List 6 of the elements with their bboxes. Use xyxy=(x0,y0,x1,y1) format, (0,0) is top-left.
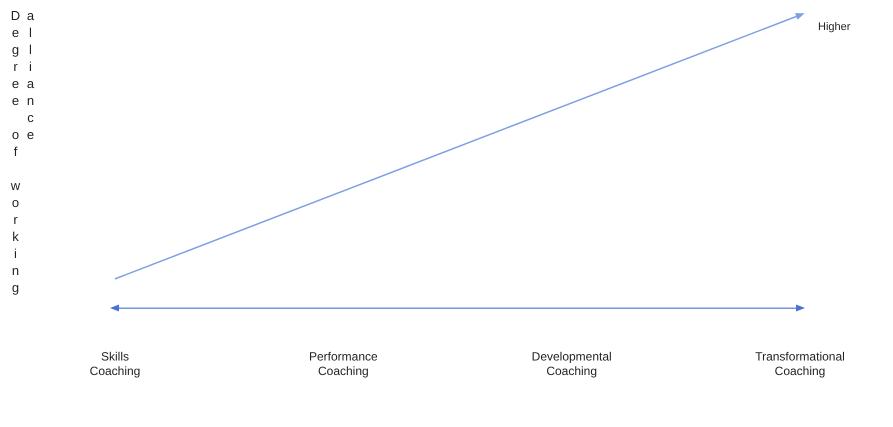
x-tick-label: Skills Coaching xyxy=(90,350,140,378)
x-tick-label: Transformational Coaching xyxy=(755,350,845,378)
x-tick-label: Developmental Coaching xyxy=(532,350,612,378)
x-tick-label: Performance Coaching xyxy=(308,350,378,378)
annotation: Higher xyxy=(818,21,851,34)
y-axis-title: Degree of working alliance xyxy=(8,8,38,299)
